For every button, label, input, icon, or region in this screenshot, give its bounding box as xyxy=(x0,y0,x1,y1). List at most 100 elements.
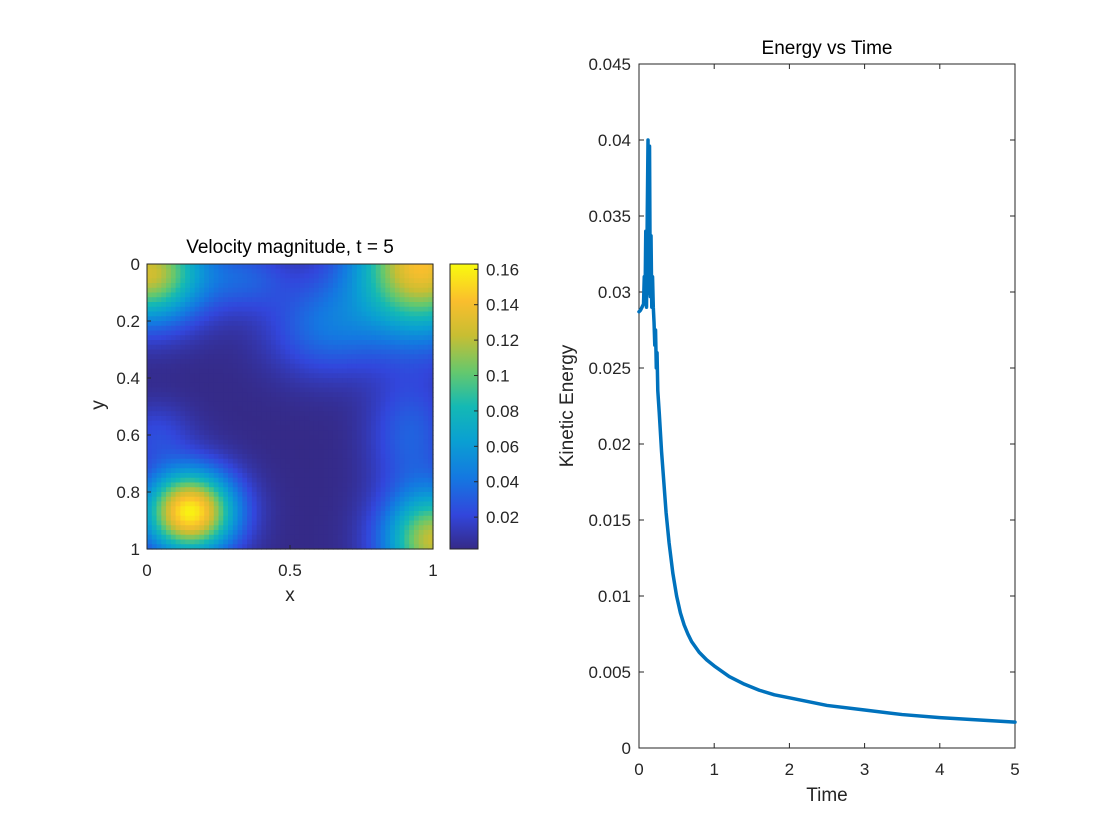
heatmap-cell xyxy=(161,435,167,441)
heatmap-cell xyxy=(332,458,339,465)
heatmap-cell xyxy=(247,335,253,341)
heatmap-cell xyxy=(175,449,181,455)
heatmap-cell xyxy=(228,278,234,284)
heatmap-cell xyxy=(309,435,315,441)
heatmap-cell xyxy=(328,435,334,441)
heatmap-cell xyxy=(242,321,248,327)
heatmap-cell xyxy=(261,477,267,484)
heatmap-cell xyxy=(256,387,262,393)
heatmap-cell xyxy=(404,411,410,417)
heatmap-cell xyxy=(313,463,320,469)
heatmap-cell xyxy=(151,525,158,531)
heatmap-cell xyxy=(394,458,401,465)
heatmap-cell xyxy=(266,368,272,374)
heatmap-cell xyxy=(413,359,420,365)
energy-y-tick-label: 0.045 xyxy=(588,55,631,74)
heatmap-cell xyxy=(180,373,186,379)
heatmap-cell xyxy=(270,268,277,275)
heatmap-cell xyxy=(309,501,315,507)
heatmap-cell xyxy=(371,444,377,450)
heatmap-cell xyxy=(337,411,344,417)
heatmap-cell xyxy=(175,416,181,422)
heatmap-cell xyxy=(318,330,324,336)
heatmap-cell xyxy=(285,463,291,469)
heatmap-cell xyxy=(228,534,234,541)
heatmap-cell xyxy=(347,544,353,550)
heatmap-cell xyxy=(390,321,396,327)
heatmap-cell xyxy=(409,363,415,370)
heatmap-cell xyxy=(375,363,382,370)
heatmap-cell xyxy=(299,273,305,279)
heatmap-cell xyxy=(223,283,229,289)
heatmap-cell xyxy=(375,477,382,484)
heatmap-cell xyxy=(251,435,258,441)
heatmap-cell xyxy=(323,411,329,417)
heatmap-cell xyxy=(323,525,329,531)
heatmap-cell xyxy=(242,487,248,493)
heatmap-cell xyxy=(356,449,363,455)
heatmap-cell xyxy=(347,492,353,498)
heatmap-cell xyxy=(194,430,201,436)
heatmap-cell xyxy=(290,463,296,469)
heatmap-cell xyxy=(270,473,277,479)
heatmap-cell xyxy=(261,392,267,398)
heatmap-cell xyxy=(299,311,305,317)
heatmap-cell xyxy=(385,520,391,526)
heatmap-cell xyxy=(351,496,358,503)
heatmap-cell xyxy=(161,278,167,284)
heatmap-cell xyxy=(375,506,382,512)
heatmap-cell xyxy=(251,449,258,455)
heatmap-cell xyxy=(304,520,310,526)
heatmap-cell xyxy=(218,449,224,455)
heatmap-cell xyxy=(366,283,372,289)
heatmap-cell xyxy=(294,373,301,379)
heatmap-cell xyxy=(199,297,205,303)
heatmap-cell xyxy=(151,283,158,289)
heatmap-cell xyxy=(290,506,296,512)
heatmap-cell xyxy=(390,316,396,322)
heatmap-cell xyxy=(356,487,363,493)
heatmap-cell xyxy=(161,458,167,465)
heatmap-cell xyxy=(351,515,358,522)
heatmap-cell xyxy=(337,534,344,541)
heatmap-cell xyxy=(290,283,296,289)
heatmap-cell xyxy=(299,392,305,398)
heatmap-cell xyxy=(290,439,296,446)
heatmap-cell xyxy=(394,359,401,365)
heatmap-cell xyxy=(290,496,296,503)
heatmap-cell xyxy=(285,264,291,270)
heatmap-cell xyxy=(247,297,253,303)
heatmap-cell xyxy=(304,302,310,308)
heatmap-cell xyxy=(418,340,425,346)
heatmap-cell xyxy=(428,311,434,317)
heatmap-cell xyxy=(394,344,401,351)
heatmap-cell xyxy=(390,359,396,365)
heatmap-cell xyxy=(208,297,215,303)
heatmap-cell xyxy=(189,487,196,493)
heatmap-cell xyxy=(247,496,253,503)
heatmap-cell xyxy=(266,273,272,279)
heatmap-cell xyxy=(213,363,220,370)
heatmap-cell xyxy=(266,406,272,412)
heatmap-cell xyxy=(261,311,267,317)
heatmap-cell xyxy=(208,473,215,479)
heatmap-cell xyxy=(390,468,396,474)
heatmap-cell xyxy=(147,439,153,446)
heatmap-cell xyxy=(290,278,296,284)
heatmap-cell xyxy=(266,297,272,303)
heatmap-cell xyxy=(404,306,410,313)
heatmap-cell xyxy=(375,487,382,493)
heatmap-cell xyxy=(332,406,339,412)
heatmap-cell xyxy=(294,311,301,317)
heatmap-cell xyxy=(332,292,339,298)
heatmap-cell xyxy=(332,373,339,379)
heatmap-cell xyxy=(256,406,262,412)
heatmap-cell xyxy=(280,268,286,275)
heatmap-cell xyxy=(409,473,415,479)
heatmap-cell xyxy=(361,449,367,455)
heatmap-cell xyxy=(156,397,162,403)
heatmap-cell xyxy=(375,501,382,507)
heatmap-cell xyxy=(304,487,310,493)
heatmap-cell xyxy=(380,411,386,417)
heatmap-cell xyxy=(323,515,329,522)
